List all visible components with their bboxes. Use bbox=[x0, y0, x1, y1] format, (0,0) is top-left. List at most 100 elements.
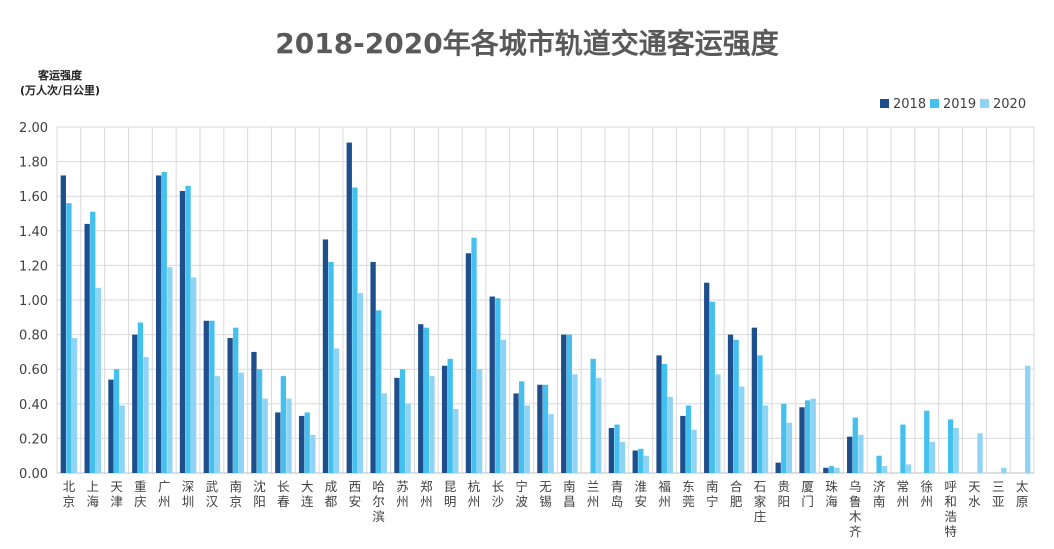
bar-2020-济南 bbox=[882, 466, 888, 473]
x-category-label: 三亚 bbox=[992, 479, 1005, 509]
x-category-label: 乌鲁木齐 bbox=[849, 479, 862, 539]
bar-2019-淮安 bbox=[638, 448, 644, 473]
bar-2019-石家庄 bbox=[757, 355, 763, 473]
x-category-label: 福州 bbox=[658, 479, 671, 509]
bar-2019-南昌 bbox=[566, 334, 572, 473]
x-category-label: 青岛 bbox=[611, 479, 624, 509]
bar-2018-西安 bbox=[346, 142, 352, 473]
bar-2020-长沙 bbox=[500, 339, 507, 473]
bar-2018-长沙 bbox=[489, 296, 495, 473]
bar-2020-长春 bbox=[286, 398, 292, 473]
bar-2020-沈阳 bbox=[262, 398, 268, 473]
bar-2019-长春 bbox=[280, 376, 287, 473]
x-axis-categories: 北京上海天津重庆广州深圳武汉南京沈阳长春大连成都西安哈尔滨苏州郑州昆明杭州长沙宁… bbox=[63, 479, 1029, 539]
bar-2019-沈阳 bbox=[256, 369, 263, 473]
bar-2020-珠海 bbox=[834, 467, 840, 473]
y-tick-label: 1.00 bbox=[19, 294, 48, 309]
bar-2018-南京 bbox=[227, 338, 233, 473]
legend-swatch-2020 bbox=[980, 99, 989, 108]
x-category-label: 武汉 bbox=[206, 479, 219, 509]
x-category-label: 济南 bbox=[873, 479, 886, 509]
bar-2020-石家庄 bbox=[762, 405, 769, 473]
bar-2019-上海 bbox=[90, 211, 96, 473]
x-category-label: 珠海 bbox=[825, 479, 838, 509]
bar-2020-贵阳 bbox=[786, 422, 793, 473]
bar-2020-天津 bbox=[119, 405, 125, 473]
bar-2020-杭州 bbox=[476, 369, 483, 473]
bar-2019-宁波 bbox=[519, 381, 525, 473]
bar-2020-深圳 bbox=[191, 277, 197, 473]
bar-2020-无锡 bbox=[548, 414, 554, 473]
bar-2020-上海 bbox=[95, 287, 101, 473]
x-category-label: 无锡 bbox=[539, 479, 552, 509]
x-category-label: 深圳 bbox=[182, 479, 195, 509]
bar-2019-大连 bbox=[304, 412, 310, 473]
bar-2018-成都 bbox=[322, 239, 329, 473]
legend: 2018 2019 2020 bbox=[880, 97, 1026, 112]
x-category-label: 昆明 bbox=[444, 479, 457, 509]
bar-2019-昆明 bbox=[447, 358, 453, 473]
bar-2019-南京 bbox=[233, 327, 239, 473]
bar-2019-广州 bbox=[161, 171, 167, 474]
bar-2018-南宁 bbox=[704, 282, 710, 473]
bar-2019-成都 bbox=[328, 261, 334, 473]
bar-2019-兰州 bbox=[590, 358, 596, 473]
x-category-label: 徐州 bbox=[921, 479, 934, 509]
bar-2019-武汉 bbox=[209, 320, 215, 473]
bar-2018-郑州 bbox=[418, 324, 424, 473]
bar-2019-福州 bbox=[661, 364, 668, 473]
bar-2019-青岛 bbox=[614, 424, 620, 473]
bar-2020-西安 bbox=[357, 293, 364, 473]
x-category-label: 西安 bbox=[349, 479, 362, 509]
bar-2019-苏州 bbox=[399, 369, 406, 473]
legend-label-2020: 2020 bbox=[993, 97, 1026, 112]
bar-2019-杭州 bbox=[471, 237, 477, 473]
x-category-label: 上海 bbox=[86, 479, 99, 509]
x-category-label: 广州 bbox=[158, 479, 171, 509]
y-axis-ticks: 0.00 0.20 0.40 0.60 0.80 1.00 1.20 1.40 1.60 1.80… bbox=[19, 121, 48, 482]
x-category-label: 南昌 bbox=[563, 479, 576, 509]
bar-2019-东莞 bbox=[685, 405, 692, 473]
chart-title: 2018-2020年各城市轨道交通客运强度 bbox=[275, 27, 779, 60]
bar-2019-呼和浩特 bbox=[947, 419, 954, 473]
bar-2020-成都 bbox=[333, 348, 340, 473]
legend-swatch-2018 bbox=[880, 99, 889, 108]
x-category-label: 杭州 bbox=[468, 479, 481, 509]
bar-2020-徐州 bbox=[929, 441, 936, 473]
bar-2020-昆明 bbox=[453, 408, 459, 473]
bar-2018-乌鲁木齐 bbox=[847, 436, 853, 473]
bar-2018-珠海 bbox=[823, 467, 829, 473]
bar-2018-苏州 bbox=[394, 377, 400, 473]
bar-2020-淮安 bbox=[643, 455, 650, 473]
bar-2020-太原 bbox=[1025, 365, 1031, 473]
bar-2020-宁波 bbox=[524, 405, 530, 473]
bar-2018-宁波 bbox=[513, 393, 519, 473]
bar-2018-昆明 bbox=[441, 365, 448, 473]
bar-2019-重庆 bbox=[137, 322, 144, 473]
bar-2020-哈尔滨 bbox=[381, 393, 387, 473]
bar-2020-广州 bbox=[167, 267, 173, 473]
bar-2020-常州 bbox=[905, 464, 912, 473]
bar-2019-郑州 bbox=[423, 327, 430, 473]
legend-label-2019: 2019 bbox=[943, 97, 976, 112]
x-category-label: 兰州 bbox=[587, 479, 600, 509]
x-category-label: 合肥 bbox=[730, 479, 743, 509]
bar-2018-贵阳 bbox=[775, 462, 781, 473]
bar-2019-北京 bbox=[66, 203, 72, 473]
bar-2018-石家庄 bbox=[751, 327, 758, 473]
bar-2018-福州 bbox=[656, 355, 662, 473]
x-category-label: 苏州 bbox=[396, 479, 409, 509]
bar-2018-合肥 bbox=[727, 334, 734, 473]
bar-2020-武汉 bbox=[214, 376, 221, 473]
bar-2020-南京 bbox=[238, 372, 244, 473]
x-category-label: 太原 bbox=[1016, 479, 1029, 509]
bar-2019-厦门 bbox=[804, 400, 811, 473]
bar-2018-武汉 bbox=[203, 320, 209, 473]
bar-2020-青岛 bbox=[619, 441, 626, 473]
gridlines bbox=[56, 126, 1035, 474]
bar-2019-无锡 bbox=[542, 384, 549, 473]
bar-2019-珠海 bbox=[828, 466, 835, 473]
y-tick-label: 1.20 bbox=[19, 259, 48, 274]
bar-2020-兰州 bbox=[596, 377, 602, 473]
